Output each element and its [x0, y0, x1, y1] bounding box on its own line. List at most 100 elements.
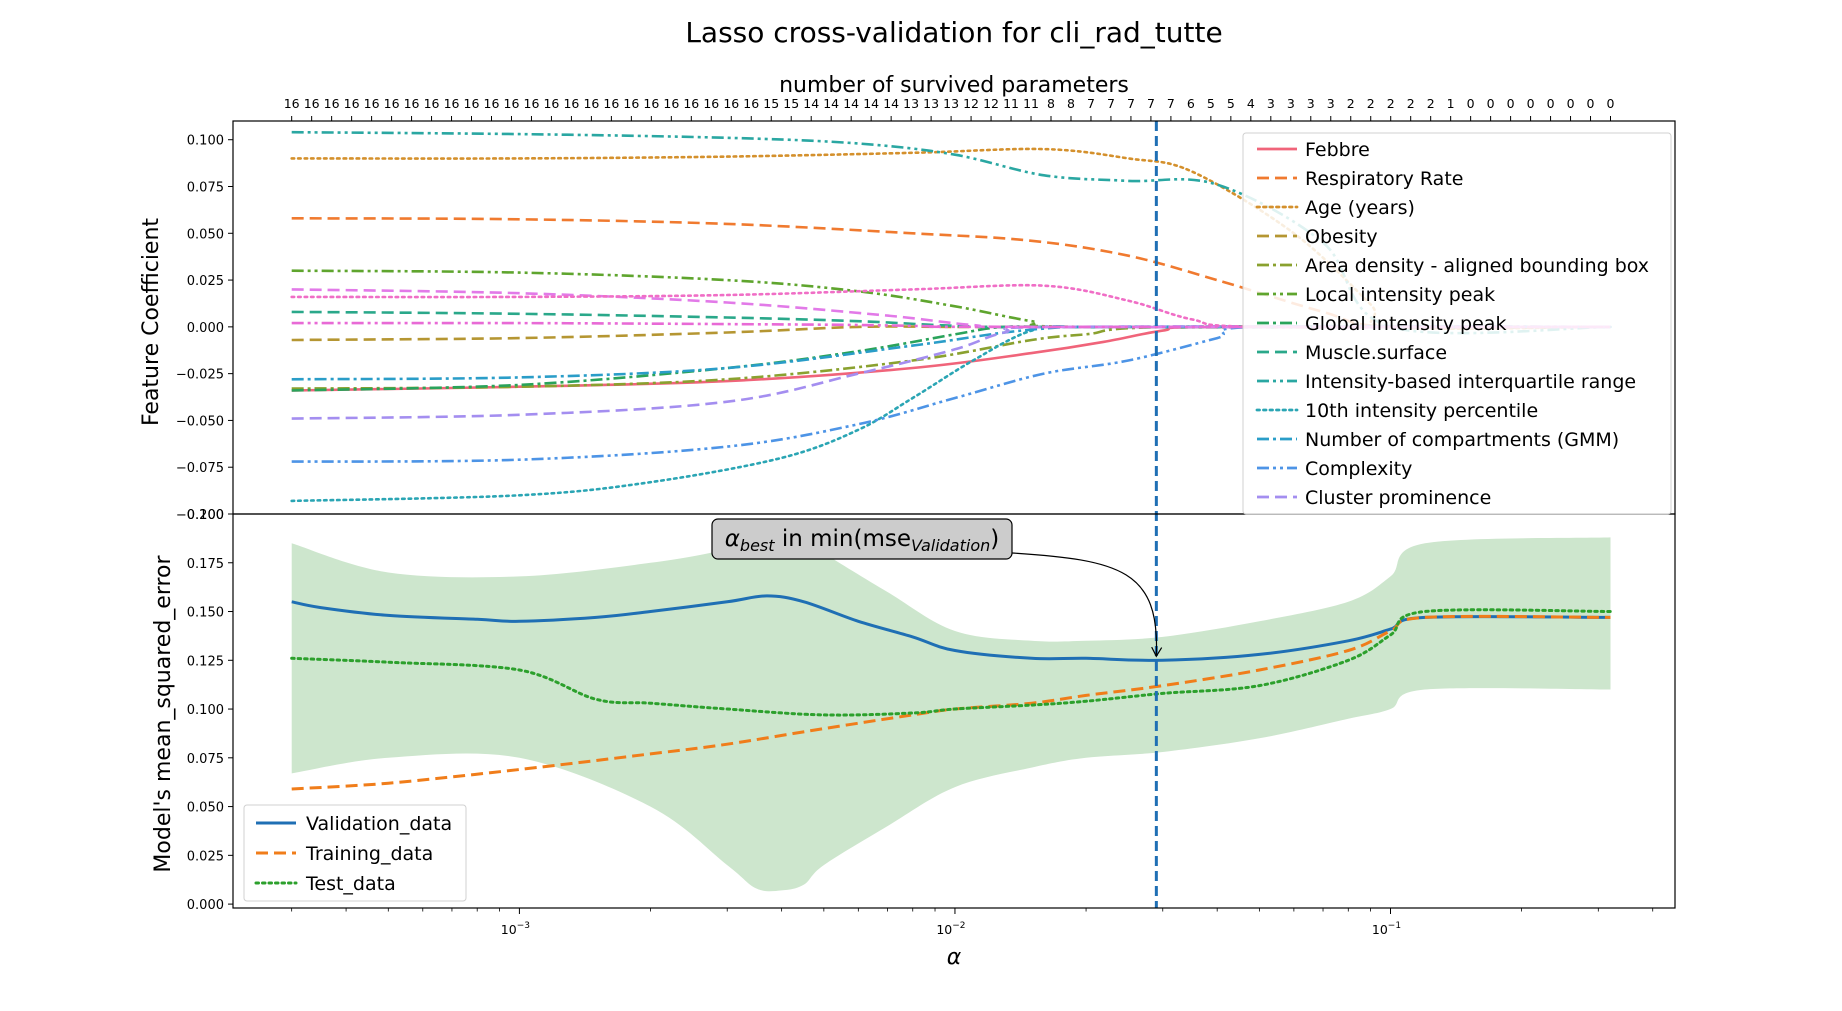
survived-count-label: 16 — [524, 96, 540, 111]
survived-count-label: 16 — [424, 96, 440, 111]
survived-count-label: 12 — [983, 96, 999, 111]
survived-count-label: 7 — [1127, 96, 1135, 111]
survived-count-label: 7 — [1087, 96, 1095, 111]
mse-legend-label: Training_data — [305, 843, 433, 865]
survived-count-label: 14 — [883, 96, 899, 111]
bottom-xtick-label: 10−1 — [1372, 921, 1401, 937]
survived-count-label: 16 — [464, 96, 480, 111]
survived-count-label: 16 — [324, 96, 340, 111]
survived-count-label: 0 — [1527, 96, 1535, 111]
alpha-best-annotation: αbest in min(mseValidation) — [711, 518, 1163, 658]
survived-count-label: 0 — [1567, 96, 1575, 111]
bottom-ytick-label: 0.150 — [187, 606, 224, 621]
survived-count-label: 3 — [1267, 96, 1275, 111]
top-ytick-label: 0.075 — [187, 181, 224, 196]
survived-count-label: 16 — [583, 96, 599, 111]
survived-count-label: 0 — [1467, 96, 1475, 111]
axes-layer: 0.100 0.075 0.050 0.025 0.000 −0.025 −0.050 −0.… — [176, 96, 1676, 937]
survived-count-label: 0 — [1547, 96, 1555, 111]
survived-count-label: 16 — [643, 96, 659, 111]
survived-count-label: 13 — [943, 96, 959, 111]
bottom-y-axis-label: Model's mean_squared_error — [151, 554, 176, 872]
survived-count-label: 0 — [1587, 96, 1595, 111]
survived-count-label: 13 — [903, 96, 919, 111]
survived-count-label: 16 — [364, 96, 380, 111]
survived-count-label: 16 — [543, 96, 559, 111]
survived-count-label: 0 — [1487, 96, 1495, 111]
survived-count-label: 16 — [563, 96, 579, 111]
survived-count-label: 5 — [1227, 96, 1235, 111]
survived-count-label: 16 — [384, 96, 400, 111]
survived-count-label: 3 — [1307, 96, 1315, 111]
coefficient-legend-label: Cluster prominence — [1305, 487, 1491, 509]
coefficient-legend-label: Muscle.surface — [1305, 342, 1447, 364]
survived-count-label: 0 — [1607, 96, 1615, 111]
survived-count-label: 7 — [1167, 96, 1175, 111]
mse-legend-frame — [243, 804, 467, 902]
coefficient-legend-label: Complexity — [1305, 458, 1412, 480]
coefficient-series-line-12 — [291, 325, 1611, 420]
bottom-ytick-label: 0.000 — [187, 898, 224, 913]
survived-count-label: 2 — [1407, 96, 1415, 111]
survived-count-label: 12 — [963, 96, 979, 111]
survived-count-label: 5 — [1207, 96, 1215, 111]
survived-count-label: 16 — [304, 96, 320, 111]
survived-count-label: 13 — [923, 96, 939, 111]
survived-count-label: 16 — [444, 96, 460, 111]
coefficient-series-line-3 — [291, 325, 1611, 342]
survived-count-label: 2 — [1427, 96, 1435, 111]
coefficient-series-line-11 — [291, 324, 1611, 463]
coefficient-legend-label: Local intensity peak — [1305, 284, 1495, 306]
survived-count-label: 0 — [1507, 96, 1515, 111]
top-ytick-label: −0.050 — [176, 414, 224, 429]
annotation-text: αbest in min(mseValidation) — [725, 526, 999, 555]
coefficient-series-line-1 — [291, 217, 1611, 330]
survived-count-label: 16 — [484, 96, 500, 111]
coefficient-legend-label: Age (years) — [1305, 197, 1415, 219]
top-ytick-label: 0.100 — [187, 134, 224, 149]
survived-count-label: 2 — [1367, 96, 1375, 111]
top-ytick-label: 0.025 — [187, 274, 224, 289]
mse-legend: Validation_data Training_data Test_data — [243, 804, 467, 902]
survived-count-label: 3 — [1327, 96, 1335, 111]
top-ytick-label: 0.050 — [187, 227, 224, 242]
survived-count-label: 16 — [623, 96, 639, 111]
survived-count-label: 16 — [703, 96, 719, 111]
bottom-xtick-label: 10−2 — [936, 921, 965, 937]
bottom-axes-frame — [232, 513, 1676, 909]
survived-count-label: 16 — [723, 96, 739, 111]
coefficient-legend-label: 10th intensity percentile — [1305, 400, 1538, 422]
survived-count-label: 7 — [1107, 96, 1115, 111]
survived-count-label: 16 — [344, 96, 360, 111]
survived-count-label: 11 — [1003, 96, 1019, 111]
mse-legend-label: Validation_data — [306, 813, 452, 835]
survived-count-label: 16 — [284, 96, 300, 111]
bottom-ytick-label: 0.175 — [187, 557, 224, 572]
survived-count-label: 16 — [743, 96, 759, 111]
survived-count-label: 6 — [1187, 96, 1195, 111]
top-y-axis-label: Feature Coefficient — [139, 218, 164, 426]
survived-count-label: 8 — [1067, 96, 1075, 111]
survived-count-label: 4 — [1247, 96, 1255, 111]
annotation-arrow — [1011, 552, 1163, 658]
survived-count-label: 8 — [1047, 96, 1055, 111]
coefficient-series-line-2 — [290, 147, 1612, 330]
mse-series-line-0 — [291, 594, 1611, 662]
bottom-ytick-label: 0.025 — [187, 849, 224, 864]
survived-count-label: 16 — [663, 96, 679, 111]
bottom-ytick-label: 0.200 — [187, 508, 224, 523]
coefficient-series-line-14 — [290, 283, 1612, 329]
survived-count-label: 16 — [683, 96, 699, 111]
top-coefficients-panel — [290, 130, 1612, 503]
coefficient-legend-label: Area density - aligned bounding box — [1305, 255, 1649, 277]
survived-count-label: 14 — [863, 96, 879, 111]
coefficient-legend: Febbre Respiratory Rate Age (years) Obesity… — [1242, 132, 1672, 515]
bottom-xtick-label: 10−3 — [501, 921, 530, 937]
bottom-ytick-label: 0.050 — [187, 801, 224, 816]
coefficient-legend-label: Obesity — [1305, 226, 1378, 248]
survived-count-label: 14 — [823, 96, 839, 111]
annotation-box — [711, 518, 1013, 560]
bottom-ytick-label: 0.100 — [187, 703, 224, 718]
coefficient-series-line-10 — [291, 325, 1611, 381]
